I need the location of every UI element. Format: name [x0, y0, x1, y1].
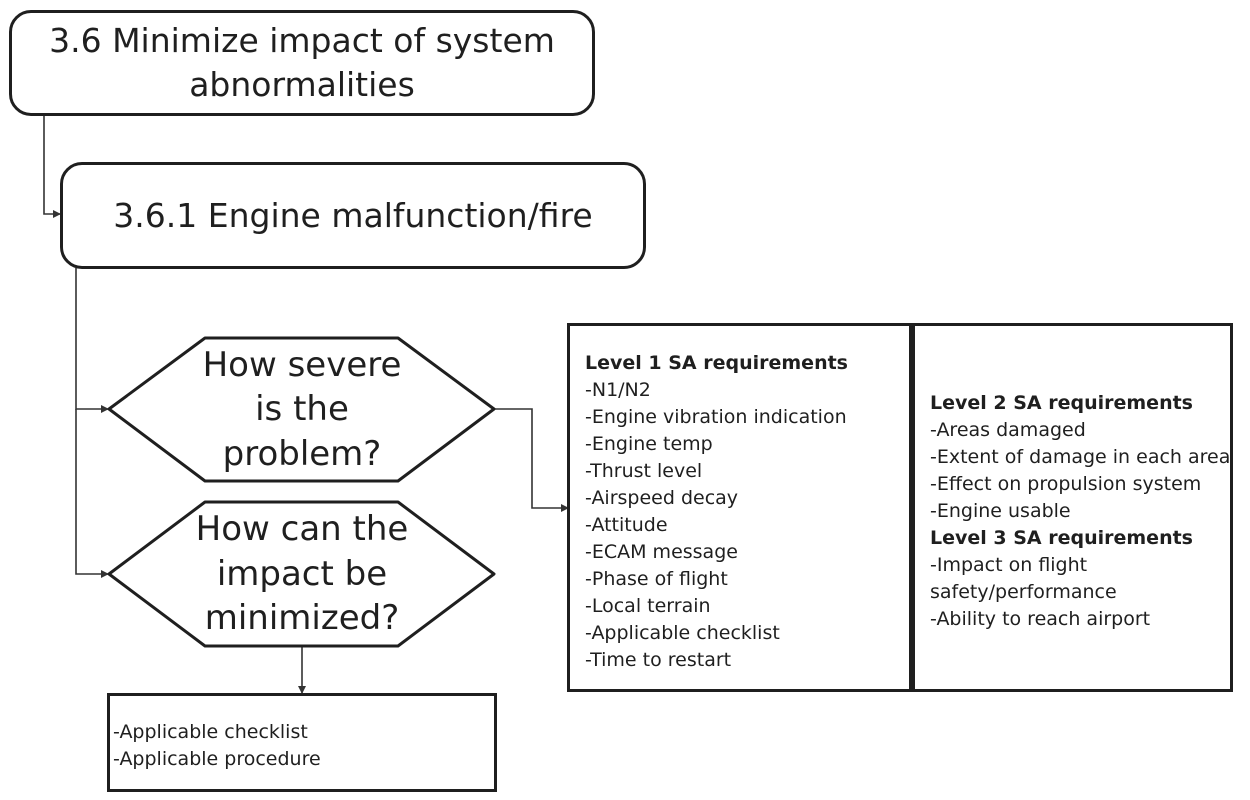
decision2-line: How can the [195, 509, 409, 550]
connector-sub-to-decision1 [75, 268, 109, 413]
decision2-hexagon [107, 500, 496, 648]
decision1-text: How severe is the problem? [160, 338, 444, 481]
level1-item: -Phase of flight [585, 568, 728, 590]
connector-sub-to-decision2 [75, 409, 109, 578]
level3-item: safety/performance [930, 581, 1117, 603]
decision1-line: problem? [222, 433, 382, 474]
level1-item: -Applicable checklist [585, 622, 780, 644]
level2-item: -Effect on propulsion system [930, 473, 1202, 495]
level1-item: -Airspeed decay [585, 487, 739, 509]
level3-heading: Level 3 SA requirements [930, 527, 1193, 549]
decision2-line: impact be [216, 553, 388, 594]
level3-item: -Impact on flight [930, 554, 1088, 576]
root-title-line: 3.6 Minimize impact of system [49, 21, 555, 60]
connector-root-to-sub [43, 115, 61, 218]
level1-item: -Local terrain [585, 595, 711, 617]
level1-item: -ECAM message [585, 541, 738, 563]
level1-item: -Time to restart [585, 649, 732, 671]
level1-item: -Attitude [585, 514, 668, 536]
level2-item: -Areas damaged [930, 419, 1086, 441]
root-node: 3.6 Minimize impact of system abnormalit… [9, 10, 595, 116]
root-title-line: abnormalities [189, 65, 415, 104]
level2-heading: Level 2 SA requirements [930, 392, 1193, 414]
decision2-text: How can the impact be minimized? [160, 502, 444, 646]
sub-title: 3.6.1 Engine malfunction/fire [113, 195, 593, 235]
level2-item: -Extent of damage in each area [930, 446, 1231, 468]
actions-item: -Applicable checklist [113, 721, 308, 743]
decision1-line: How severe [202, 344, 402, 385]
level1-item: -N1/N2 [585, 379, 651, 401]
decision2-line: minimized? [204, 598, 400, 639]
level2-3-box: Level 2 SA requirements -Areas damaged -… [912, 323, 1233, 692]
connector-decision1-to-requirements [495, 408, 569, 512]
actions-box: -Applicable checklist -Applicable proced… [107, 693, 497, 792]
decision1-line: is the [255, 389, 349, 430]
sub-node: 3.6.1 Engine malfunction/fire [60, 162, 646, 269]
level1-item: -Thrust level [585, 460, 703, 482]
level1-item: -Engine temp [585, 433, 713, 455]
level1-heading: Level 1 SA requirements [585, 352, 848, 374]
actions-item: -Applicable procedure [113, 748, 321, 770]
decision1-hexagon [107, 336, 496, 483]
level1-box: Level 1 SA requirements -N1/N2 -Engine v… [567, 323, 912, 692]
level1-item: -Engine vibration indication [585, 406, 847, 428]
level2-item: -Engine usable [930, 500, 1071, 522]
level3-item: -Ability to reach airport [930, 608, 1151, 630]
